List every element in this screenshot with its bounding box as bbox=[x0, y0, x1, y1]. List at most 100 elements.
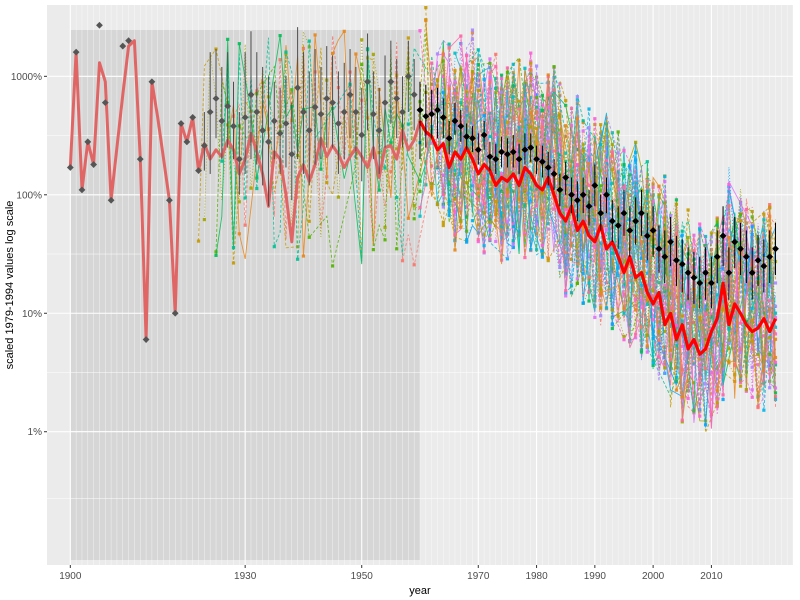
background-marker bbox=[762, 218, 766, 222]
background-marker bbox=[505, 76, 510, 80]
background-marker bbox=[383, 238, 387, 242]
background-marker bbox=[505, 220, 510, 224]
background-marker bbox=[395, 247, 399, 251]
background-marker bbox=[511, 239, 515, 243]
background-series-16 bbox=[442, 72, 776, 415]
background-marker bbox=[599, 314, 603, 318]
mean-point-1907 bbox=[107, 196, 115, 204]
background-marker bbox=[534, 126, 539, 131]
background-marker bbox=[494, 52, 498, 56]
background-marker bbox=[715, 293, 719, 297]
background-marker bbox=[581, 301, 585, 305]
background-marker bbox=[634, 308, 638, 312]
mean-point-1987 bbox=[573, 196, 581, 204]
mean-point-1906 bbox=[101, 99, 109, 107]
mean-point-2018 bbox=[754, 256, 762, 264]
mean-point-1933 bbox=[259, 126, 267, 134]
background-marker bbox=[599, 291, 603, 295]
background-marker bbox=[569, 169, 574, 173]
background-marker bbox=[418, 29, 422, 33]
background-marker bbox=[645, 344, 649, 348]
background-marker bbox=[733, 379, 737, 383]
background-marker bbox=[517, 197, 521, 201]
mean-point-1924 bbox=[206, 108, 214, 116]
background-marker bbox=[698, 228, 702, 232]
background-marker bbox=[657, 341, 661, 345]
background-marker bbox=[651, 336, 655, 341]
background-marker bbox=[494, 76, 498, 80]
mean-point-1955 bbox=[387, 78, 395, 86]
background-series-3 bbox=[203, 31, 741, 377]
background-marker bbox=[762, 369, 766, 373]
background-marker bbox=[657, 184, 661, 188]
mean-point-1936 bbox=[276, 129, 284, 137]
background-marker bbox=[575, 162, 579, 167]
background-marker bbox=[651, 363, 655, 368]
background-marker bbox=[645, 271, 649, 276]
background-marker bbox=[441, 74, 445, 78]
background-marker bbox=[639, 284, 644, 288]
background-marker bbox=[447, 46, 451, 50]
background-marker bbox=[441, 223, 445, 228]
mean-point-2015 bbox=[737, 245, 744, 253]
background-marker bbox=[750, 365, 754, 369]
background-marker bbox=[494, 239, 498, 244]
background-marker bbox=[330, 264, 335, 268]
background-marker bbox=[453, 210, 457, 214]
background-marker bbox=[360, 62, 364, 66]
mean-point-1961 bbox=[422, 112, 430, 120]
mean-point-2010 bbox=[708, 279, 715, 287]
background-marker bbox=[599, 184, 603, 188]
background-marker bbox=[581, 129, 585, 133]
background-marker bbox=[709, 370, 714, 375]
background-marker bbox=[773, 386, 778, 390]
background-marker bbox=[738, 219, 743, 223]
background-marker bbox=[628, 323, 632, 328]
background-marker bbox=[599, 264, 603, 268]
background-marker bbox=[435, 84, 440, 88]
background-marker bbox=[278, 34, 282, 38]
x-tick-label-2: 1950 bbox=[351, 571, 374, 582]
background-marker bbox=[738, 350, 743, 354]
background-marker bbox=[773, 337, 778, 341]
background-marker bbox=[686, 396, 690, 401]
background-marker bbox=[220, 159, 224, 163]
background-marker bbox=[476, 198, 480, 202]
background-marker bbox=[296, 257, 300, 261]
background-marker bbox=[231, 246, 236, 250]
mean-point-1998 bbox=[638, 209, 645, 217]
background-marker bbox=[523, 96, 527, 100]
background-marker bbox=[494, 187, 498, 192]
background-marker bbox=[488, 57, 492, 61]
background-marker bbox=[412, 263, 416, 267]
mean-point-1902 bbox=[78, 186, 86, 194]
background-marker bbox=[709, 240, 714, 244]
background-marker bbox=[290, 91, 294, 95]
background-marker bbox=[709, 235, 714, 239]
background-marker bbox=[494, 212, 498, 217]
background-marker bbox=[482, 250, 486, 254]
mean-point-1905 bbox=[96, 21, 103, 29]
background-marker bbox=[546, 73, 550, 77]
background-marker bbox=[505, 257, 510, 261]
background-marker bbox=[400, 259, 405, 263]
background-marker bbox=[768, 352, 772, 357]
background-marker bbox=[499, 240, 504, 245]
background-marker bbox=[517, 139, 521, 143]
background-marker bbox=[674, 202, 679, 206]
background-marker bbox=[703, 382, 708, 386]
background-marker bbox=[692, 304, 696, 308]
mean-point-1904 bbox=[90, 161, 98, 168]
background-marker bbox=[663, 345, 667, 349]
background-marker bbox=[639, 325, 644, 330]
background-marker bbox=[657, 329, 661, 334]
background-marker bbox=[686, 235, 690, 240]
background-marker bbox=[540, 255, 544, 259]
background-marker bbox=[703, 312, 708, 316]
background-marker bbox=[418, 205, 422, 210]
mean-point-2000 bbox=[649, 227, 657, 234]
background-marker bbox=[692, 342, 696, 347]
background-marker bbox=[721, 308, 725, 312]
mean-point-1938 bbox=[288, 150, 296, 158]
background-series-37 bbox=[442, 85, 776, 425]
